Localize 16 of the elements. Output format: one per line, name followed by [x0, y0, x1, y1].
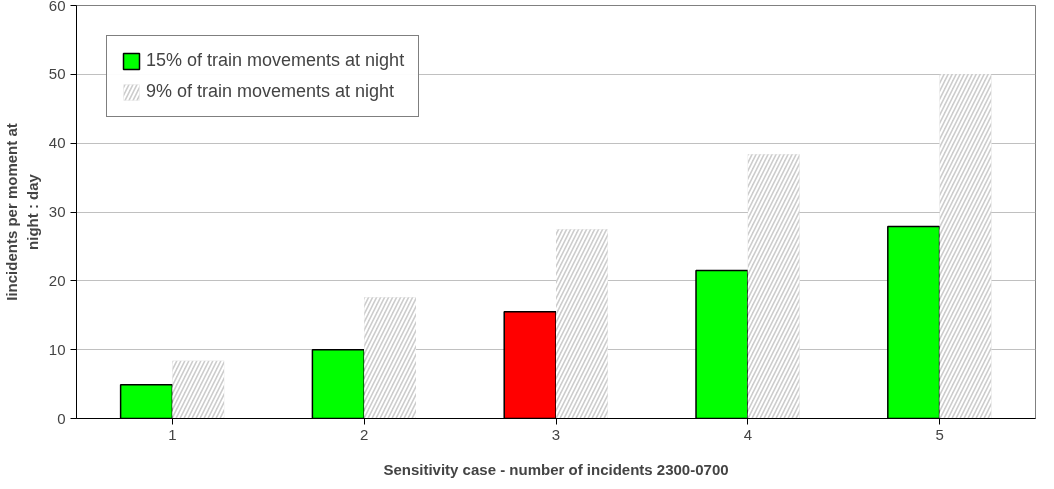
- legend-label: 9% of train movements at night: [146, 81, 395, 102]
- legend-label: 15% of train movements at night: [146, 50, 405, 71]
- x-tick-label: 3: [551, 425, 561, 443]
- x-tick-label: 5: [935, 425, 944, 443]
- y-tick-label: 10: [48, 340, 66, 358]
- x-tick-label: 4: [743, 425, 752, 443]
- y-tick-label: 50: [48, 65, 66, 83]
- y-tick-label: 20: [48, 271, 66, 289]
- x-axis-title: Sensitivity case - number of incidents 2300-0700: [383, 460, 729, 478]
- y-tick-label: 0: [57, 409, 66, 427]
- y-tick-label: 60: [48, 0, 66, 14]
- y-tick-label: 30: [48, 203, 66, 220]
- x-tick-label: 2: [360, 425, 369, 443]
- x-tick-label: 1: [168, 425, 177, 443]
- y-tick-label: 40: [48, 134, 66, 152]
- y-axis-title: Iincidents per moment at night : day: [3, 123, 41, 301]
